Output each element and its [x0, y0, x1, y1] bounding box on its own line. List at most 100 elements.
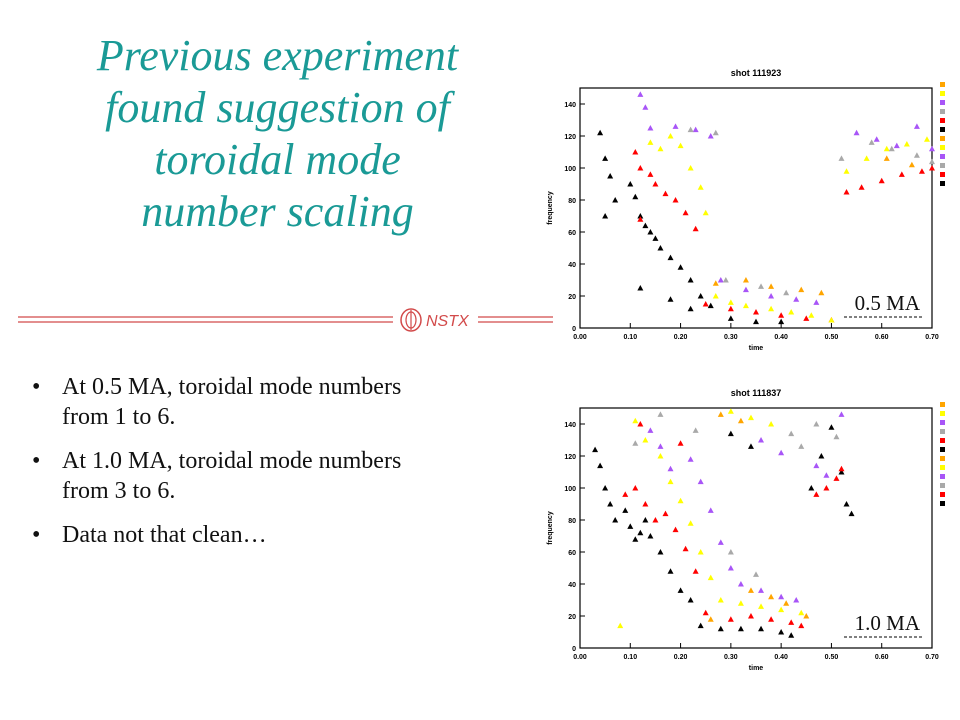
data-point — [833, 433, 840, 440]
data-point — [712, 129, 719, 136]
data-point — [687, 277, 694, 283]
data-point — [778, 449, 785, 456]
data-point — [778, 629, 785, 635]
data-point — [808, 485, 815, 491]
data-point — [612, 517, 619, 523]
data-point — [637, 165, 644, 171]
series-2 — [647, 133, 930, 323]
title-line: Previous experiment — [96, 31, 459, 80]
data-point — [657, 549, 664, 555]
data-point — [632, 193, 639, 200]
data-point — [597, 462, 604, 469]
data-point — [672, 197, 679, 203]
data-point — [607, 173, 614, 179]
legend-swatch — [940, 82, 945, 87]
data-point — [753, 571, 759, 577]
data-point — [722, 277, 729, 283]
data-point — [758, 283, 765, 289]
data-point — [798, 443, 805, 449]
data-point — [682, 545, 689, 552]
data-point — [662, 510, 669, 517]
x-tick-label: 0.70 — [925, 654, 939, 661]
x-tick-label: 0.60 — [875, 654, 889, 661]
x-axis-label: time — [749, 345, 764, 352]
bullet-item: • At 1.0 MA, toroidal mode numbers from … — [32, 446, 452, 506]
x-tick-label: 0.30 — [724, 334, 738, 341]
legend-swatch — [940, 438, 945, 443]
bullet-text: At 1.0 MA, toroidal mode numbers from 3 … — [62, 448, 402, 504]
bullet-text: Data not that clean… — [62, 522, 267, 548]
y-tick-label: 80 — [568, 198, 576, 205]
legend-swatch — [940, 109, 945, 114]
data-point — [647, 139, 654, 145]
data-point — [778, 318, 785, 325]
x-tick-label: 0.40 — [774, 654, 788, 661]
x-tick-label: 0.00 — [573, 334, 587, 341]
data-point — [768, 293, 775, 299]
data-point — [602, 213, 609, 219]
legend-swatch — [940, 429, 945, 434]
data-point — [637, 421, 644, 427]
data-point — [647, 125, 654, 131]
series-4 — [687, 126, 935, 296]
data-point — [637, 91, 644, 97]
data-point — [863, 155, 870, 161]
data-point — [597, 129, 604, 136]
legend-swatch — [940, 172, 945, 177]
data-point — [727, 299, 734, 305]
data-point — [742, 302, 749, 309]
series-2 — [617, 408, 805, 629]
data-point — [697, 478, 704, 485]
data-point — [632, 536, 639, 542]
y-tick-label: 140 — [564, 102, 576, 109]
data-point — [747, 443, 754, 449]
y-tick-label: 20 — [568, 294, 576, 301]
data-point — [843, 168, 850, 174]
data-point — [883, 155, 890, 161]
data-point — [929, 158, 935, 165]
data-point — [697, 549, 704, 555]
data-point — [843, 501, 850, 507]
data-point — [657, 453, 664, 459]
data-point — [727, 549, 734, 555]
data-point — [667, 133, 674, 139]
data-point — [808, 312, 815, 318]
x-tick-label: 0.30 — [724, 654, 738, 661]
data-point — [828, 317, 835, 323]
data-point — [602, 485, 609, 491]
data-point — [727, 305, 734, 312]
data-point — [627, 181, 634, 187]
data-point — [712, 280, 719, 286]
bullet-dot: • — [32, 448, 41, 474]
bullet-dot: • — [32, 522, 41, 548]
x-tick-label: 0.70 — [925, 334, 939, 341]
data-point — [667, 465, 674, 472]
data-point — [642, 501, 649, 507]
data-point — [873, 136, 880, 142]
data-point — [803, 613, 810, 619]
data-point — [778, 593, 785, 600]
y-tick-label: 40 — [568, 582, 576, 589]
legend-swatch — [940, 91, 945, 96]
data-point — [858, 184, 865, 190]
series-0 — [597, 129, 785, 325]
data-point — [692, 568, 699, 574]
data-point — [692, 225, 699, 232]
data-point — [888, 145, 895, 152]
data-point — [778, 606, 785, 613]
data-point — [632, 440, 639, 446]
data-point — [853, 129, 860, 136]
data-point — [657, 443, 664, 449]
data-point — [823, 472, 830, 478]
current-annotation: 1.0 MA — [855, 611, 921, 635]
data-point — [898, 171, 905, 177]
data-point — [667, 254, 674, 261]
legend-swatch — [940, 411, 945, 416]
data-point — [727, 565, 734, 571]
data-point — [818, 453, 825, 459]
title-line: toroidal mode — [154, 135, 401, 184]
data-point — [747, 587, 754, 593]
legend-swatch — [940, 154, 945, 159]
bullet-item: • Data not that clean… — [32, 520, 452, 550]
data-point — [637, 213, 644, 219]
